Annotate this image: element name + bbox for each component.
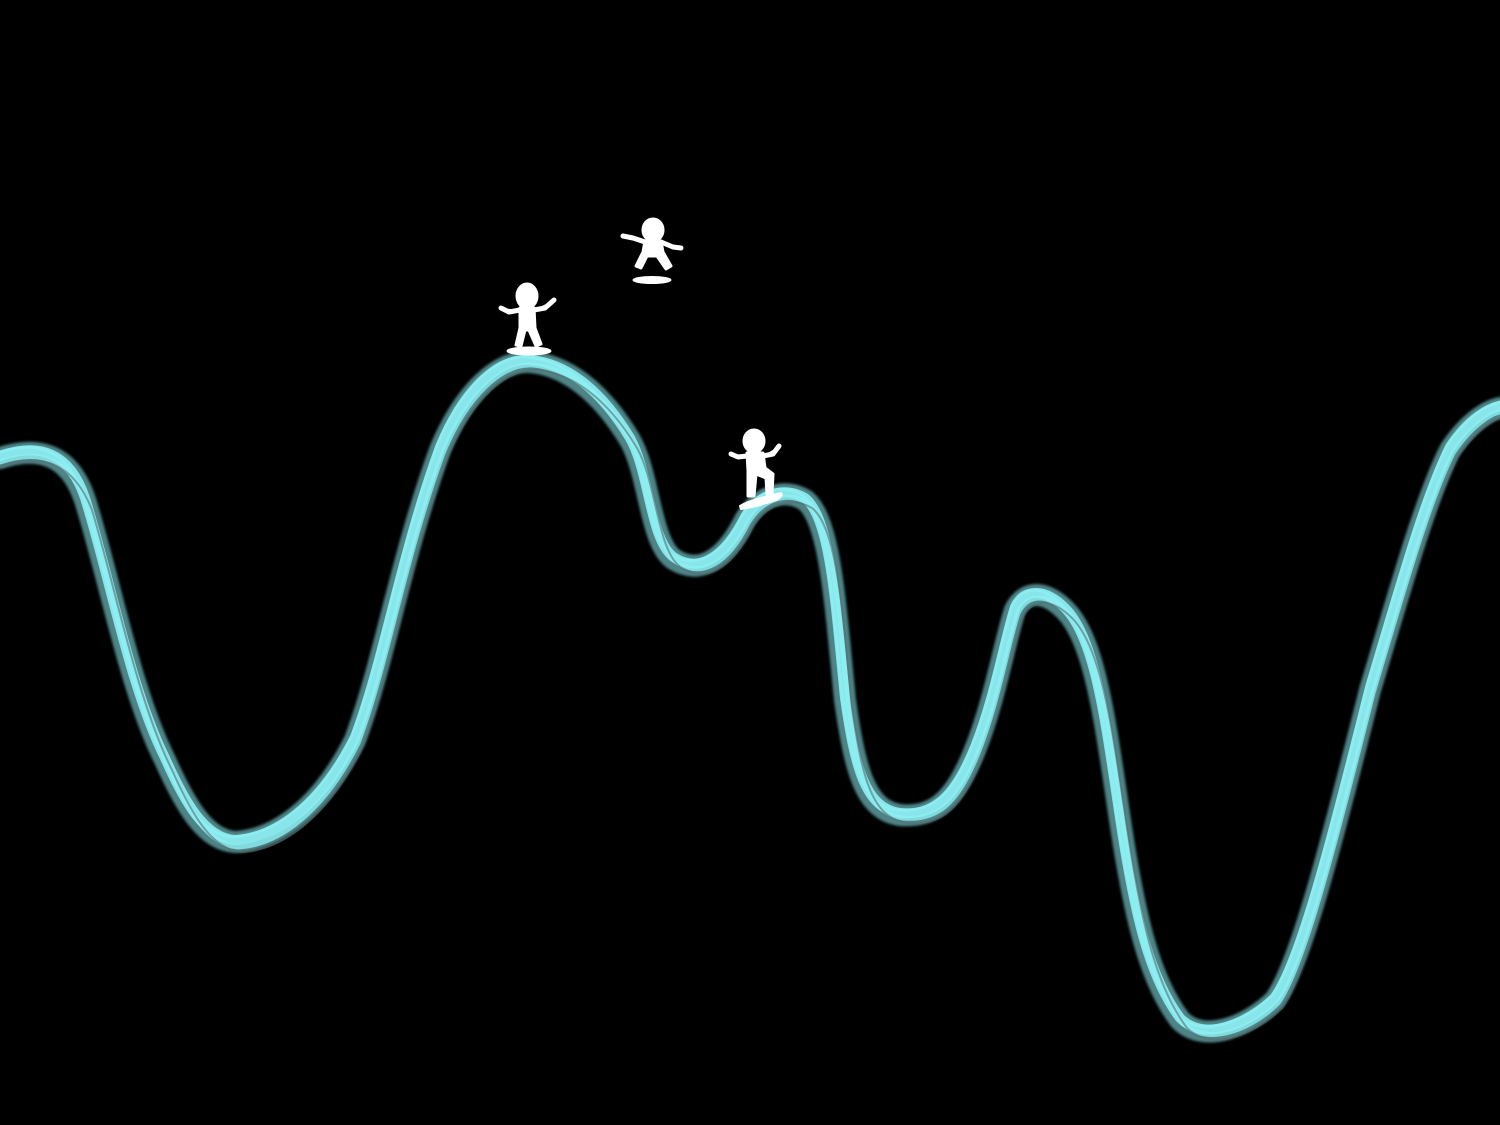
surfer-body (745, 451, 775, 498)
surfer-arm-right (531, 297, 557, 313)
surfer-arm-right (760, 443, 782, 459)
wave-line (0, 350, 1500, 1043)
surfer-figure-on-peak (498, 282, 557, 356)
surfer-arm-left (498, 305, 523, 315)
surfer-head (742, 428, 766, 454)
surfer-figure-jumping (620, 217, 684, 284)
surfer-figure-on-crest (728, 428, 783, 510)
surfer-head (515, 282, 539, 310)
surfer-body (514, 306, 543, 348)
surfer-body (634, 239, 673, 271)
surfboard (506, 346, 552, 356)
surfer-arm-left (728, 451, 750, 460)
wave-line-stroke-3 (0, 355, 1500, 1028)
surfboard (632, 276, 672, 284)
surfer-head (641, 217, 665, 243)
surfer-arm-left (620, 233, 648, 245)
surfboard (739, 492, 783, 510)
wave-line-shadow (0, 368, 1500, 1041)
surfer-arm-right (658, 239, 684, 251)
wave-line-stroke-2 (0, 362, 1500, 1037)
